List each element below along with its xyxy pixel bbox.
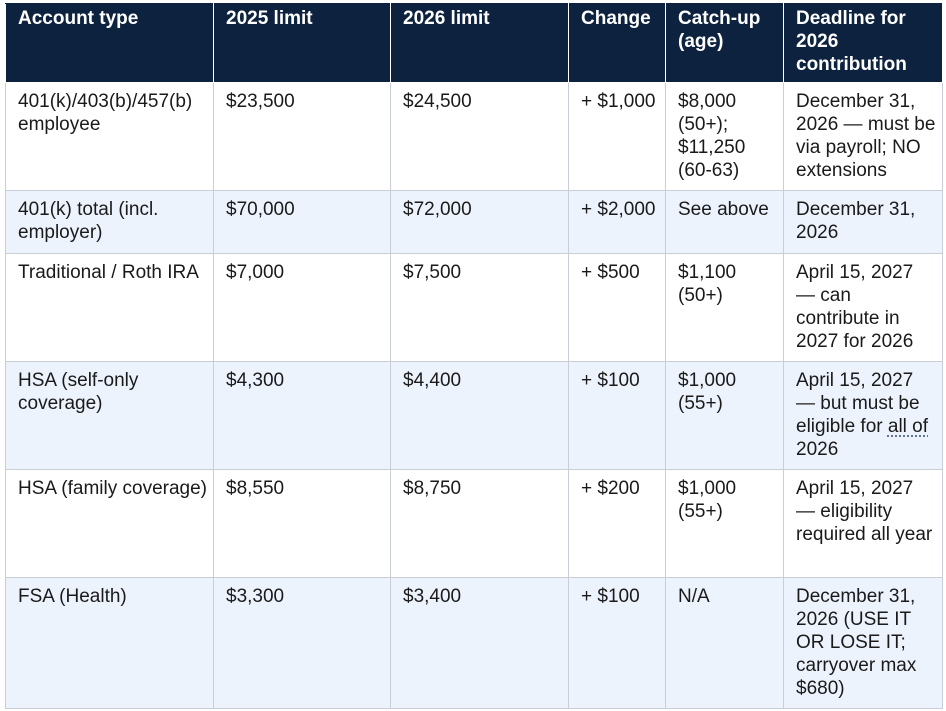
account-type-cell: 401(k)/403(b)/457(b) employee [5,82,214,191]
column-header-catch-up: Catch-up (age) [665,3,784,83]
deadline-cell: December 31, 2026 (USE IT OR LOSE IT; ca… [783,577,943,709]
change-cell: + $500 [568,253,666,362]
deadline-cell: April 15, 2027 — eligibility required al… [783,469,943,578]
emphasized-term: all of [887,416,929,437]
deadline-text: April 15, 2027 — but must be eligible fo… [796,370,920,437]
catch-up-cell: $8,000 (50+); $11,250 (60-63) [665,82,784,191]
change-cell: + $1,000 [568,82,666,191]
deadline-cell: April 15, 2027 — but must be eligible fo… [783,361,943,470]
table-row: FSA (Health) $3,300 $3,400 + $100 N/A De… [5,577,943,709]
account-type-cell: HSA (family coverage) [5,469,214,578]
limit-2025-cell: $3,300 [213,577,391,709]
limit-2026-cell: $8,750 [390,469,569,578]
contribution-limits-table: Account type 2025 limit 2026 limit Chang… [5,3,943,709]
account-type-cell: Traditional / Roth IRA [5,253,214,362]
deadline-cell: December 31, 2026 [783,190,943,254]
deadline-text-end: 2026 [796,439,839,460]
column-header-2025-limit: 2025 limit [213,3,391,83]
table-row: HSA (family coverage) $8,550 $8,750 + $2… [5,469,943,578]
limit-2026-cell: $24,500 [390,82,569,191]
table-row: Traditional / Roth IRA $7,000 $7,500 + $… [5,253,943,362]
table-row: 401(k) total (incl. employer) $70,000 $7… [5,190,943,254]
limit-2026-cell: $72,000 [390,190,569,254]
table-row: HSA (self-only coverage) $4,300 $4,400 +… [5,361,943,470]
account-type-cell: 401(k) total (incl. employer) [5,190,214,254]
catch-up-cell: $1,000 (55+) [665,361,784,470]
account-type-cell: FSA (Health) [5,577,214,709]
catch-up-cell: N/A [665,577,784,709]
change-cell: + $100 [568,577,666,709]
column-header-2026-limit: 2026 limit [390,3,569,83]
column-header-deadline: Deadline for 2026 contribution [783,3,943,83]
limit-2025-cell: $70,000 [213,190,391,254]
change-cell: + $100 [568,361,666,470]
change-cell: + $2,000 [568,190,666,254]
limit-2025-cell: $4,300 [213,361,391,470]
catch-up-cell: $1,100 (50+) [665,253,784,362]
limit-2026-cell: $7,500 [390,253,569,362]
table-header-row: Account type 2025 limit 2026 limit Chang… [5,3,943,83]
catch-up-cell: $1,000 (55+) [665,469,784,578]
limit-2026-cell: $3,400 [390,577,569,709]
deadline-cell: December 31, 2026 — must be via payroll;… [783,82,943,191]
account-type-cell: HSA (self-only coverage) [5,361,214,470]
table-row: 401(k)/403(b)/457(b) employee $23,500 $2… [5,82,943,191]
limit-2026-cell: $4,400 [390,361,569,470]
column-header-change: Change [568,3,666,83]
deadline-cell: April 15, 2027 — can contribute in 2027 … [783,253,943,362]
limit-2025-cell: $7,000 [213,253,391,362]
catch-up-cell: See above [665,190,784,254]
limit-2025-cell: $23,500 [213,82,391,191]
change-cell: + $200 [568,469,666,578]
limit-2025-cell: $8,550 [213,469,391,578]
column-header-account-type: Account type [5,3,214,83]
